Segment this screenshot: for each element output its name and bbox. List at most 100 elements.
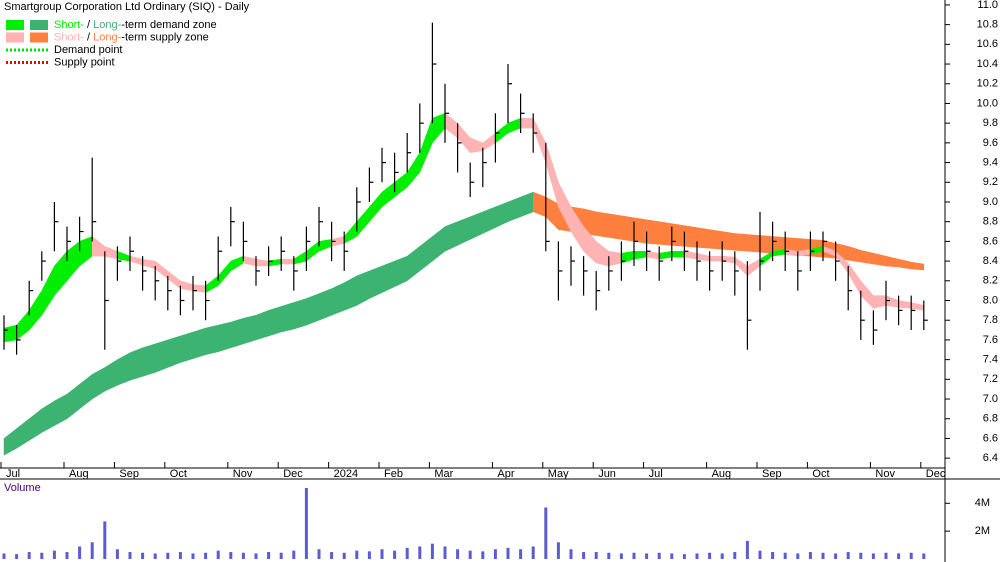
- volume-bar: [897, 553, 901, 559]
- volume-bar: [418, 546, 422, 559]
- volume-bar: [241, 552, 245, 559]
- long-zone: [646, 219, 660, 245]
- x-tick-label: Dec: [283, 468, 303, 480]
- volume-bar: [884, 552, 888, 559]
- long-zone: [658, 221, 673, 246]
- volume-bar: [519, 549, 523, 559]
- chart-title: Smartgroup Corporation Ltd Ordinary (SIQ…: [4, 1, 250, 13]
- long-zone: [734, 233, 748, 252]
- volume-bar: [544, 507, 548, 559]
- long-zone: [369, 265, 383, 299]
- volume-bar: [645, 553, 649, 559]
- y-tick-label: 9.4: [983, 156, 998, 168]
- volume-bar: [2, 553, 6, 559]
- volume-bar: [670, 553, 674, 559]
- legend-label-part: Long-: [93, 31, 121, 43]
- legend-label: Short- / Long--term demand zone: [54, 19, 217, 31]
- volume-bar: [393, 550, 397, 559]
- volume-bar: [90, 542, 94, 559]
- volume-bar: [922, 553, 926, 559]
- x-tick-label: Oct: [170, 468, 187, 480]
- volume-bar: [481, 551, 485, 559]
- volume-bar: [834, 553, 838, 559]
- long-zone: [595, 211, 610, 238]
- volume-bar: [52, 550, 56, 559]
- x-tick-label: Nov: [233, 468, 253, 480]
- x-tick-label: Apr: [497, 468, 514, 480]
- y-tick-label: 7.2: [983, 373, 998, 385]
- legend-label-part: Short-: [54, 19, 84, 31]
- x-tick-label: Jul: [6, 468, 20, 480]
- long-zone: [318, 288, 332, 321]
- volume-bar: [216, 550, 220, 559]
- x-tick-label: Nov: [875, 468, 895, 480]
- volume-bar: [619, 553, 623, 559]
- volume-bar: [796, 553, 800, 559]
- long-zone: [293, 298, 307, 330]
- legend-label-part: /: [84, 31, 93, 43]
- volume-bar: [443, 546, 447, 559]
- long-zone: [205, 324, 219, 356]
- volume-bar: [317, 549, 321, 559]
- long-zone: [910, 261, 925, 271]
- legend-label-part: Long-: [93, 19, 121, 31]
- x-tick-label: Jun: [598, 468, 616, 480]
- long-zone: [154, 339, 169, 373]
- long-zone: [280, 302, 295, 333]
- volume-bar: [531, 546, 535, 559]
- y-tick-label: 10.8: [977, 19, 998, 31]
- long-zone: [268, 306, 282, 337]
- volume-bar: [771, 552, 775, 559]
- volume-bar: [758, 550, 762, 559]
- legend-label: Demand point: [54, 44, 123, 56]
- volume-bar: [65, 552, 69, 559]
- volume-bar: [657, 552, 661, 559]
- long-zone: [217, 321, 232, 353]
- volume-bar: [342, 552, 346, 559]
- y-tick-label: 8.8: [983, 216, 998, 228]
- volume-title: Volume: [4, 482, 41, 494]
- volume-bar: [115, 549, 119, 559]
- y-tick-label: 7.4: [983, 354, 998, 366]
- short-zone: [520, 117, 534, 129]
- volume-bar: [720, 553, 724, 559]
- long-zone: [129, 347, 143, 381]
- volume-bar: [594, 552, 598, 559]
- long-zone: [243, 314, 257, 345]
- volume-bar: [355, 550, 359, 559]
- volume-bar: [153, 553, 157, 559]
- legend-label-part: -term demand zone: [121, 19, 216, 31]
- short-zone: [709, 255, 723, 262]
- short-zone: [3, 324, 17, 343]
- volume-bar: [27, 552, 31, 559]
- volume-bar: [103, 521, 107, 559]
- volume-bar: [367, 551, 371, 559]
- y-tick-label: 6.8: [983, 413, 998, 425]
- legend-label-part: Short-: [54, 31, 84, 43]
- y-tick-label: 9.6: [983, 137, 998, 149]
- volume-bar: [821, 552, 825, 559]
- long-zone: [684, 225, 698, 248]
- volume-bar: [708, 552, 712, 559]
- long-zone: [230, 317, 244, 349]
- volume-bar: [204, 552, 208, 559]
- volume-bar: [15, 554, 19, 559]
- legend-swatch: [6, 32, 24, 43]
- y-tick-label: 8.2: [983, 275, 998, 287]
- volume-bar: [607, 552, 611, 559]
- long-zone: [747, 234, 761, 253]
- volume-bar: [859, 552, 863, 559]
- long-zone: [255, 309, 269, 341]
- volume-bar: [430, 543, 434, 559]
- long-zone: [621, 215, 635, 242]
- price-bars: [3, 22, 928, 355]
- volume-bar: [506, 547, 510, 559]
- volume-panel: [2, 487, 926, 559]
- long-zone: [633, 217, 647, 244]
- x-tick-label: Dec: [926, 468, 946, 480]
- volume-bar: [682, 554, 686, 559]
- volume-bar: [846, 552, 850, 559]
- long-zone: [696, 227, 710, 249]
- y-tick-label: 8.4: [983, 255, 998, 267]
